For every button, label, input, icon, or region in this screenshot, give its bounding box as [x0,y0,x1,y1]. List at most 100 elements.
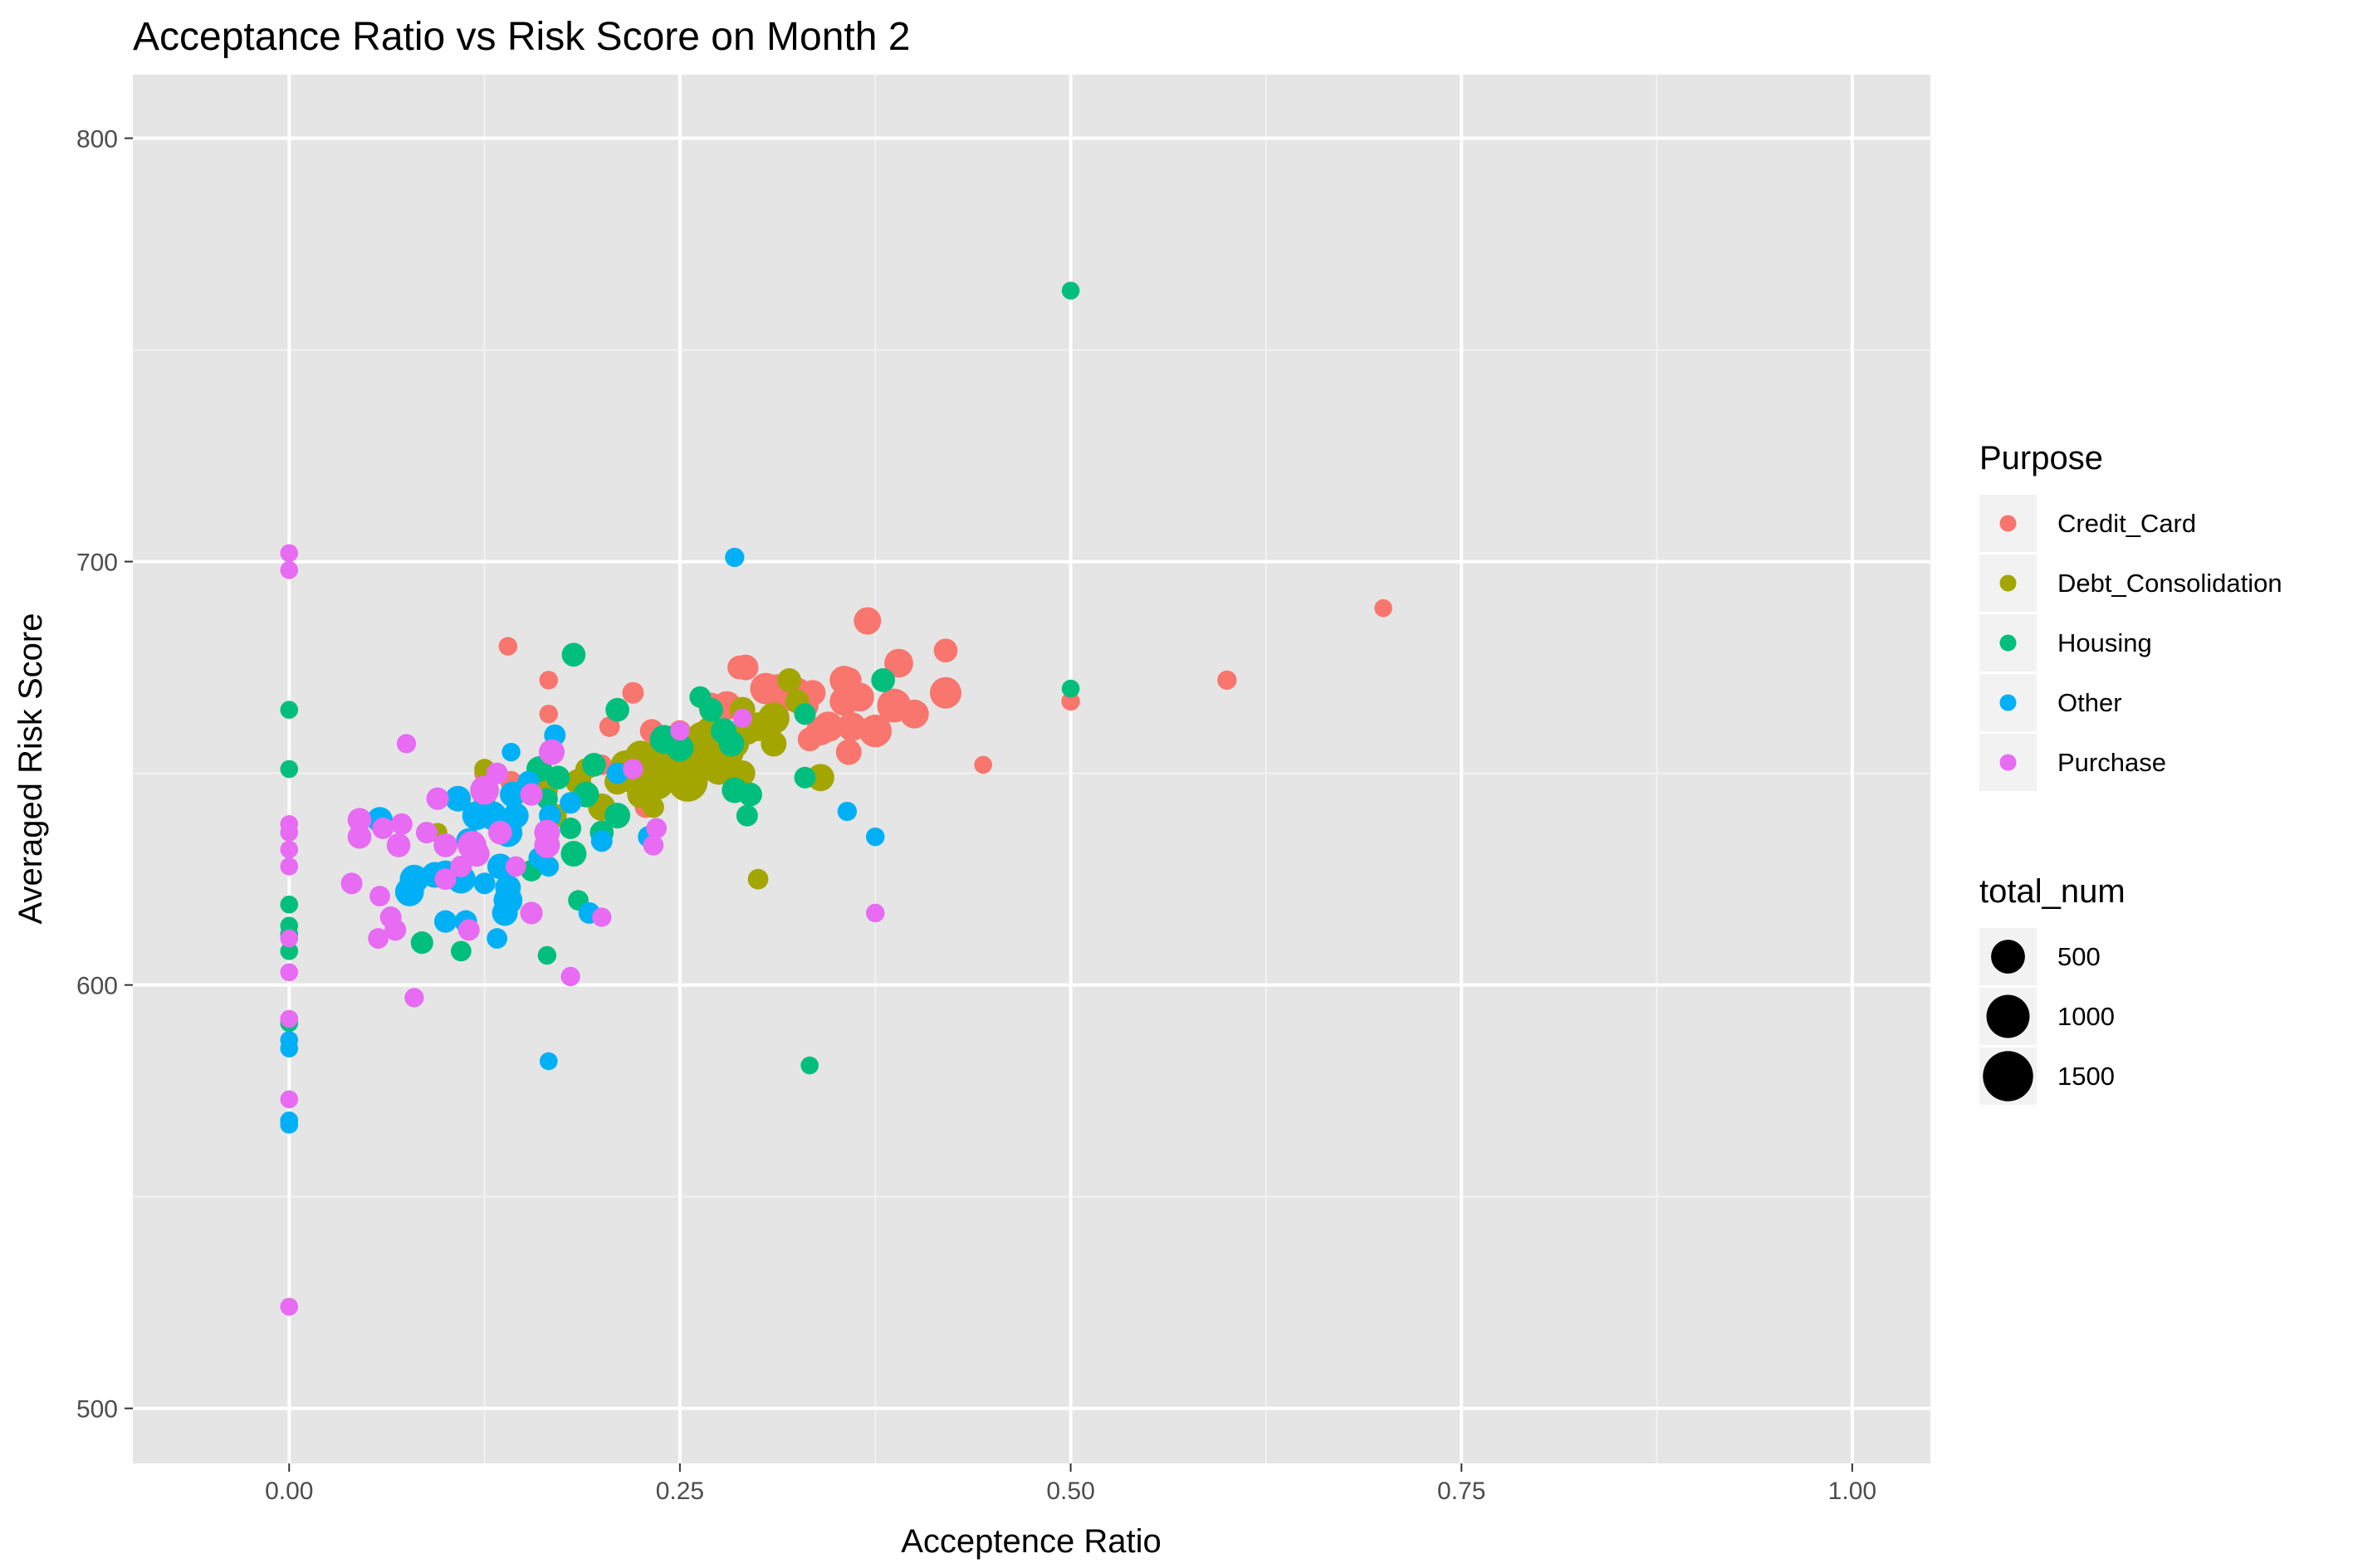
data-point-purchase [488,820,512,845]
legend-swatch [1999,515,2017,532]
legend-label: 500 [2057,942,2101,971]
x-tick-label: 0.00 [265,1478,313,1505]
data-point-credit-card [884,648,913,678]
data-point-housing [794,703,816,725]
size-legend-title: total_num [1979,873,2126,910]
data-point-housing [794,766,816,789]
data-point-credit-card [1374,598,1392,618]
data-point-other [865,827,885,847]
data-point-housing [871,668,896,692]
data-point-other [590,830,613,852]
data-point-purchase [404,988,424,1008]
size-legend: total_num 500 1000 1500 [1979,873,2126,1105]
data-point-other [280,1039,299,1058]
data-point-housing [545,765,570,790]
data-point-credit-card [859,714,892,748]
data-point-credit-card [929,677,961,709]
data-point-other [280,1116,299,1134]
data-point-housing [582,753,606,777]
data-point-purchase [347,824,372,849]
data-point-purchase [426,787,449,810]
legend-swatch [1999,574,2017,592]
y-tick-label: 600 [76,973,118,1000]
data-point-purchase [280,823,299,842]
legend-label: 1500 [2057,1062,2115,1091]
data-point-credit-card [797,727,822,752]
data-point-other [487,928,508,949]
y-tick-label: 800 [76,126,118,154]
data-point-other [539,1052,558,1071]
data-point-housing [280,895,299,914]
x-tick-label: 0.50 [1046,1478,1094,1505]
data-point-other [487,853,513,880]
data-point-credit-card [877,688,912,723]
data-point-purchase [539,739,565,765]
color-legend: Purpose Credit_Card Debt_Consolidation Hou… [1979,440,2282,791]
data-point-credit-card [539,704,559,724]
y-axis-title: Averaged Risk Score [12,613,49,925]
data-point-other [473,872,496,895]
data-point-purchase [386,833,411,857]
data-point-credit-card [622,681,644,704]
legend-size-swatch [1986,994,2030,1038]
data-point-housing [280,701,299,719]
data-point-housing [722,777,748,804]
data-point-purchase [280,544,299,563]
y-axis: 500 600 700 800 [76,126,133,1424]
data-point-purchase [457,919,480,941]
data-point-housing [711,718,737,745]
y-tick-label: 500 [76,1396,118,1424]
data-point-credit-card [835,739,862,765]
data-point-credit-card [854,607,882,635]
legend-label: Other [2057,688,2122,717]
data-point-purchase [646,818,668,839]
data-point-credit-card [1061,691,1080,711]
data-point-other [501,742,521,762]
data-point-purchase [347,808,372,833]
data-point-other [433,910,457,933]
data-point-housing [561,642,586,667]
data-point-purchase [433,833,457,857]
data-point-purchase [280,929,299,948]
data-point-other [725,547,745,568]
data-point-credit-card [974,755,992,774]
data-point-credit-card [837,712,867,741]
legend-label: Credit_Card [2057,509,2196,538]
data-point-purchase [390,813,413,835]
data-point-purchase [280,1297,299,1316]
data-point-purchase [623,759,643,779]
data-point-purchase [520,783,543,806]
data-point-purchase [280,963,299,982]
data-point-other [560,792,582,814]
data-point-housing [689,686,712,708]
legend-swatch [1999,754,2017,771]
data-point-housing [1061,281,1080,300]
data-point-other [499,781,526,808]
data-point-purchase [592,907,612,927]
data-point-other [492,900,518,926]
data-point-purchase [369,886,390,906]
data-point-housing [800,1056,819,1075]
legend-label: Housing [2057,628,2152,657]
data-point-purchase [732,708,752,728]
color-legend-title: Purpose [1979,440,2103,476]
data-point-credit-card [498,637,518,656]
data-point-purchase [280,1090,299,1109]
data-point-housing [1061,679,1080,698]
data-point-purchase [280,560,299,579]
data-point-housing [736,804,758,827]
y-tick-label: 700 [76,550,118,577]
legend-swatch [1999,694,2017,711]
data-point-purchase [415,822,438,844]
data-point-purchase [372,817,394,839]
data-point-credit-card [539,671,559,690]
data-point-other [495,874,521,901]
data-point-debt-consolidation [642,796,664,818]
legend-label: Debt_Consolidation [2057,569,2282,598]
data-point-debt-consolidation [777,668,802,692]
x-tick-label: 0.25 [656,1478,704,1505]
data-point-housing [605,697,629,722]
data-point-credit-card [835,667,862,693]
data-point-housing [560,841,587,867]
